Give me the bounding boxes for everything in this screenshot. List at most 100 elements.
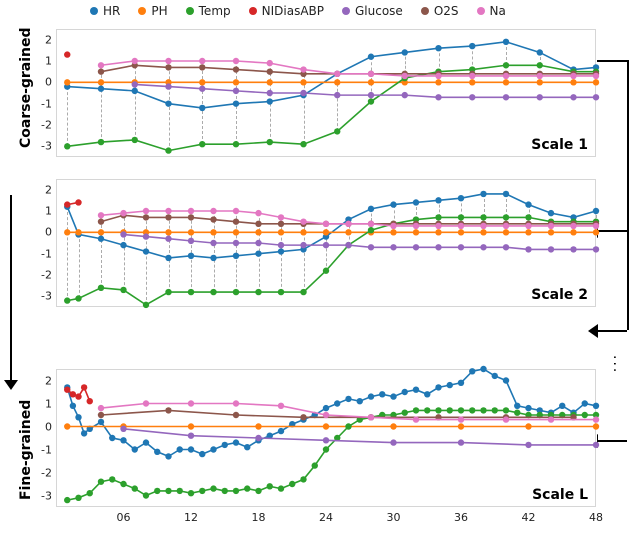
- marker: [570, 73, 576, 79]
- marker: [143, 248, 149, 254]
- marker: [244, 444, 250, 450]
- marker: [233, 79, 239, 85]
- marker: [199, 64, 205, 70]
- marker: [75, 495, 81, 501]
- marker: [75, 414, 81, 420]
- connector: [627, 60, 629, 230]
- marker: [289, 481, 295, 487]
- marker: [323, 437, 329, 443]
- marker: [98, 405, 104, 411]
- y-tick-label: -3: [28, 140, 52, 153]
- marker: [132, 446, 138, 452]
- legend-label: PH: [151, 4, 167, 18]
- marker: [98, 412, 104, 418]
- arrow-head: [588, 324, 598, 338]
- x-tick-label: 12: [184, 511, 198, 524]
- marker: [143, 302, 149, 308]
- marker: [233, 439, 239, 445]
- marker: [582, 400, 588, 406]
- marker: [525, 423, 531, 429]
- marker: [64, 229, 70, 235]
- marker: [300, 242, 306, 248]
- marker: [278, 428, 284, 434]
- marker: [480, 244, 486, 250]
- marker: [132, 88, 138, 94]
- marker: [188, 289, 194, 295]
- marker: [143, 233, 149, 239]
- marker: [447, 382, 453, 388]
- marker: [120, 210, 126, 216]
- marker: [120, 287, 126, 293]
- marker: [199, 86, 205, 92]
- marker: [278, 229, 284, 235]
- marker: [458, 214, 464, 220]
- marker: [188, 400, 194, 406]
- marker: [413, 229, 419, 235]
- series-line: [101, 65, 596, 74]
- marker: [413, 199, 419, 205]
- marker: [537, 94, 543, 100]
- marker: [435, 229, 441, 235]
- y-tick-label: -2: [28, 269, 52, 282]
- series-line: [67, 410, 596, 500]
- marker: [64, 423, 70, 429]
- marker: [300, 66, 306, 72]
- y-tick-label: 0: [28, 420, 52, 433]
- legend-dot: [249, 7, 257, 15]
- marker: [199, 451, 205, 457]
- marker: [233, 289, 239, 295]
- marker: [233, 141, 239, 147]
- marker: [525, 405, 531, 411]
- marker: [188, 214, 194, 220]
- marker: [255, 229, 261, 235]
- connector: [596, 230, 627, 232]
- marker: [503, 244, 509, 250]
- legend-label: Na: [490, 4, 506, 18]
- marker: [233, 58, 239, 64]
- marker: [435, 79, 441, 85]
- marker: [537, 62, 543, 68]
- marker: [222, 442, 228, 448]
- marker: [300, 289, 306, 295]
- marker: [64, 387, 70, 393]
- marker: [233, 88, 239, 94]
- marker: [548, 223, 554, 229]
- marker: [233, 66, 239, 72]
- marker: [120, 426, 126, 432]
- marker: [165, 407, 171, 413]
- marker: [87, 490, 93, 496]
- marker: [402, 73, 408, 79]
- legend-item: O2S: [421, 4, 459, 18]
- marker: [514, 410, 520, 416]
- marker: [64, 143, 70, 149]
- marker: [154, 488, 160, 494]
- y-tick-label: 2: [28, 374, 52, 387]
- marker: [458, 416, 464, 422]
- marker: [345, 242, 351, 248]
- y-tick-label: -1: [28, 247, 52, 260]
- marker: [98, 236, 104, 242]
- marker: [75, 229, 81, 235]
- marker: [165, 289, 171, 295]
- series-layer: [56, 29, 596, 157]
- marker: [143, 208, 149, 214]
- connector: [627, 230, 629, 330]
- marker: [525, 214, 531, 220]
- marker: [570, 229, 576, 235]
- marker: [165, 488, 171, 494]
- marker: [188, 490, 194, 496]
- legend-item: Glucose: [342, 4, 403, 18]
- marker: [503, 94, 509, 100]
- x-tick-label: 48: [589, 511, 603, 524]
- marker: [435, 384, 441, 390]
- marker: [469, 368, 475, 374]
- marker: [435, 244, 441, 250]
- legend-dot: [342, 7, 350, 15]
- marker: [458, 229, 464, 235]
- marker: [548, 246, 554, 252]
- marker: [548, 229, 554, 235]
- marker: [98, 419, 104, 425]
- marker: [390, 439, 396, 445]
- marker: [345, 221, 351, 227]
- marker: [480, 223, 486, 229]
